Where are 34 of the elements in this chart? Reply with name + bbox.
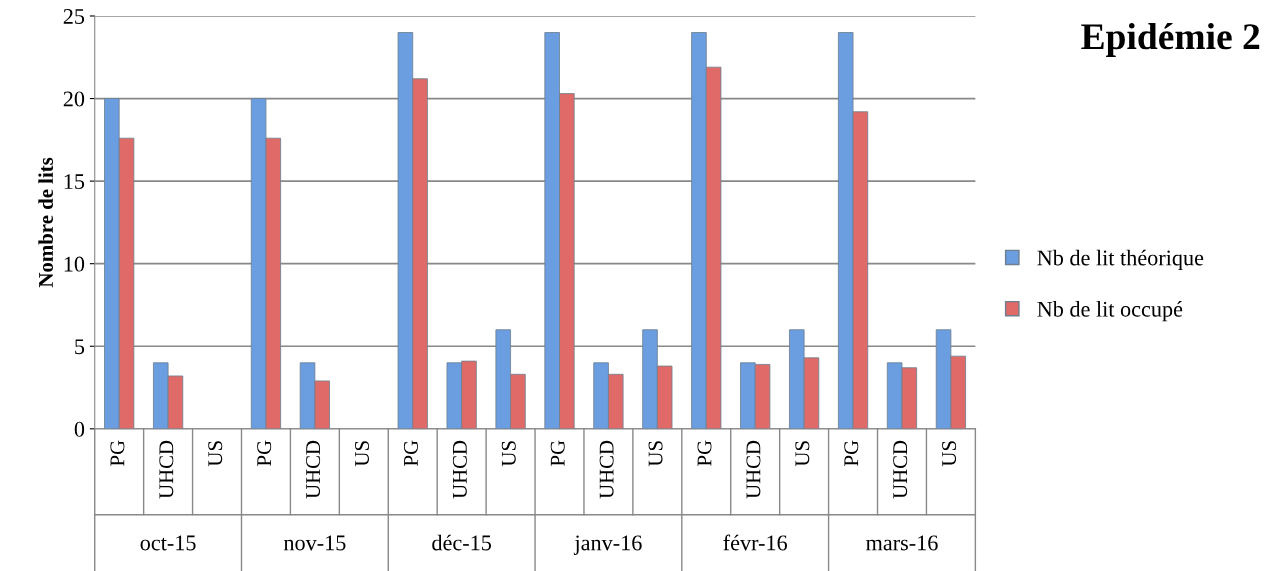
x-tick-label: PG (844, 440, 859, 466)
x-tick-label: UHCD (159, 440, 174, 499)
x-tick-label: US (208, 441, 223, 467)
x-tick-label: PG (257, 440, 272, 466)
x-tick-label: PG (550, 440, 565, 466)
x-tick-label: US (355, 441, 370, 467)
y-tick-label: 0 (74, 421, 85, 437)
y-tick-label: 10 (64, 256, 85, 272)
y-tick-label: 25 (63, 8, 85, 24)
text: Epidémie 2 (1081, 22, 1260, 57)
text: nov-15 (283, 535, 346, 551)
legend-label: Nb de lit occupé (1037, 301, 1183, 322)
y-axis-title: Nombre de lits (38, 157, 53, 288)
x-tick-label: UHCD (452, 440, 467, 499)
text: mars-16 (866, 535, 938, 551)
x-tick-label: US (648, 441, 663, 467)
x-tick-label: US (501, 441, 516, 467)
text: janv-16 (573, 535, 642, 555)
text: oct-15 (140, 535, 196, 551)
text: févr-16 (723, 534, 788, 551)
y-tick-label: 20 (63, 91, 85, 107)
x-tick-label: UHCD (893, 440, 908, 499)
x-tick-label: UHCD (599, 440, 614, 499)
x-tick-label: PG (110, 440, 125, 466)
y-tick-label: 15 (64, 174, 85, 190)
x-tick-label: US (795, 441, 810, 467)
x-tick-label: PG (403, 440, 418, 466)
x-tick-label: UHCD (746, 440, 761, 499)
x-tick-label: UHCD (306, 440, 321, 499)
legend-label: Nb de lit théorique (1037, 249, 1204, 270)
y-tick-label: 5 (75, 339, 85, 355)
x-tick-label: PG (697, 440, 712, 466)
text: déc-15 (432, 534, 492, 551)
x-tick-label: US (942, 441, 957, 467)
